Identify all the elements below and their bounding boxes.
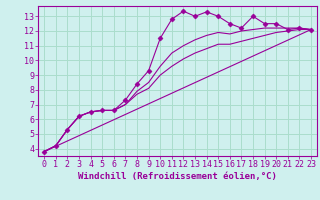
- X-axis label: Windchill (Refroidissement éolien,°C): Windchill (Refroidissement éolien,°C): [78, 172, 277, 181]
